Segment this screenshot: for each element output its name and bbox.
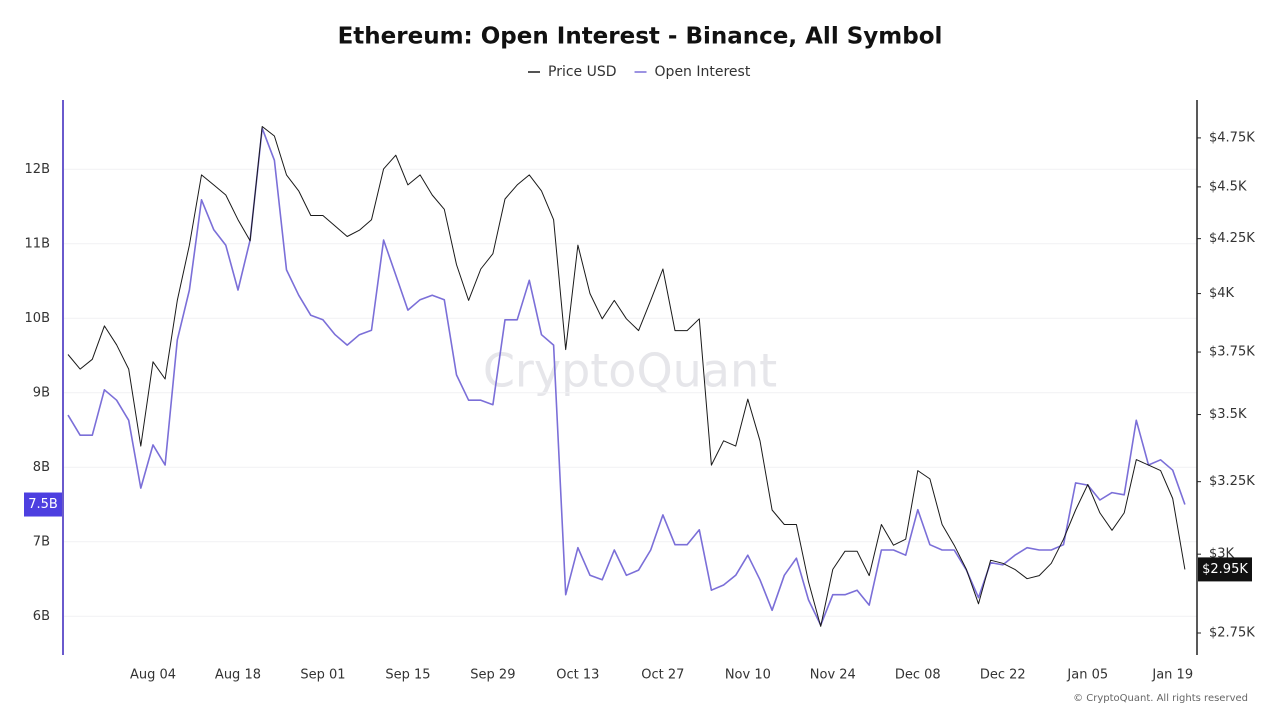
series-line [67, 126, 1186, 627]
y2-tick-label: $2.75K [1209, 625, 1255, 640]
current-badge [24, 492, 62, 517]
y-tick-label: 9B [33, 385, 50, 400]
y-tick-label: 10B [25, 311, 50, 326]
y2-tick-label: $4.25K [1209, 231, 1255, 246]
x-tick-label: Jan 05 [1066, 668, 1108, 683]
current-label: 7.5B [28, 497, 58, 512]
x-tick-label: Oct 27 [641, 668, 684, 683]
legend-label: Price USD [548, 64, 617, 80]
y-tick-label: 12B [25, 162, 50, 177]
y2-tick-label: $4K [1209, 286, 1235, 301]
legend-label: Open Interest [655, 64, 751, 80]
y-tick-label: 6B [33, 609, 50, 624]
y2-tick-label: $3.75K [1209, 345, 1255, 360]
x-tick-label: Sep 29 [470, 668, 515, 683]
x-tick-label: Aug 04 [130, 668, 176, 683]
x-tick-label: Oct 13 [556, 668, 599, 683]
chart-title: Ethereum: Open Interest - Binance, All S… [338, 24, 943, 50]
y-tick-label: 11B [25, 236, 50, 251]
y2-tick-label: $3.5K [1209, 407, 1247, 422]
x-tick-label: Jan 19 [1151, 668, 1193, 683]
x-tick-label: Dec 22 [980, 668, 1026, 683]
current-badge [1198, 557, 1252, 582]
x-tick-label: Nov 10 [725, 668, 771, 683]
footer: © CryptoQuant. All rights reserved [1073, 693, 1248, 704]
y2-tick-label: $4.5K [1209, 179, 1247, 194]
x-tick-label: Sep 01 [300, 668, 345, 683]
watermark: CryptoQuant [483, 344, 777, 398]
y2-tick-label: $3.25K [1209, 474, 1255, 489]
x-tick-label: Nov 24 [810, 668, 856, 683]
x-tick-label: Dec 08 [895, 668, 941, 683]
x-tick-label: Sep 15 [385, 668, 430, 683]
y-tick-label: 8B [33, 460, 50, 475]
y-tick-label: 7B [33, 534, 50, 549]
y2-tick-label: $4.75K [1209, 130, 1255, 145]
current-label: $2.95K [1202, 562, 1248, 577]
x-tick-label: Aug 18 [215, 668, 261, 683]
